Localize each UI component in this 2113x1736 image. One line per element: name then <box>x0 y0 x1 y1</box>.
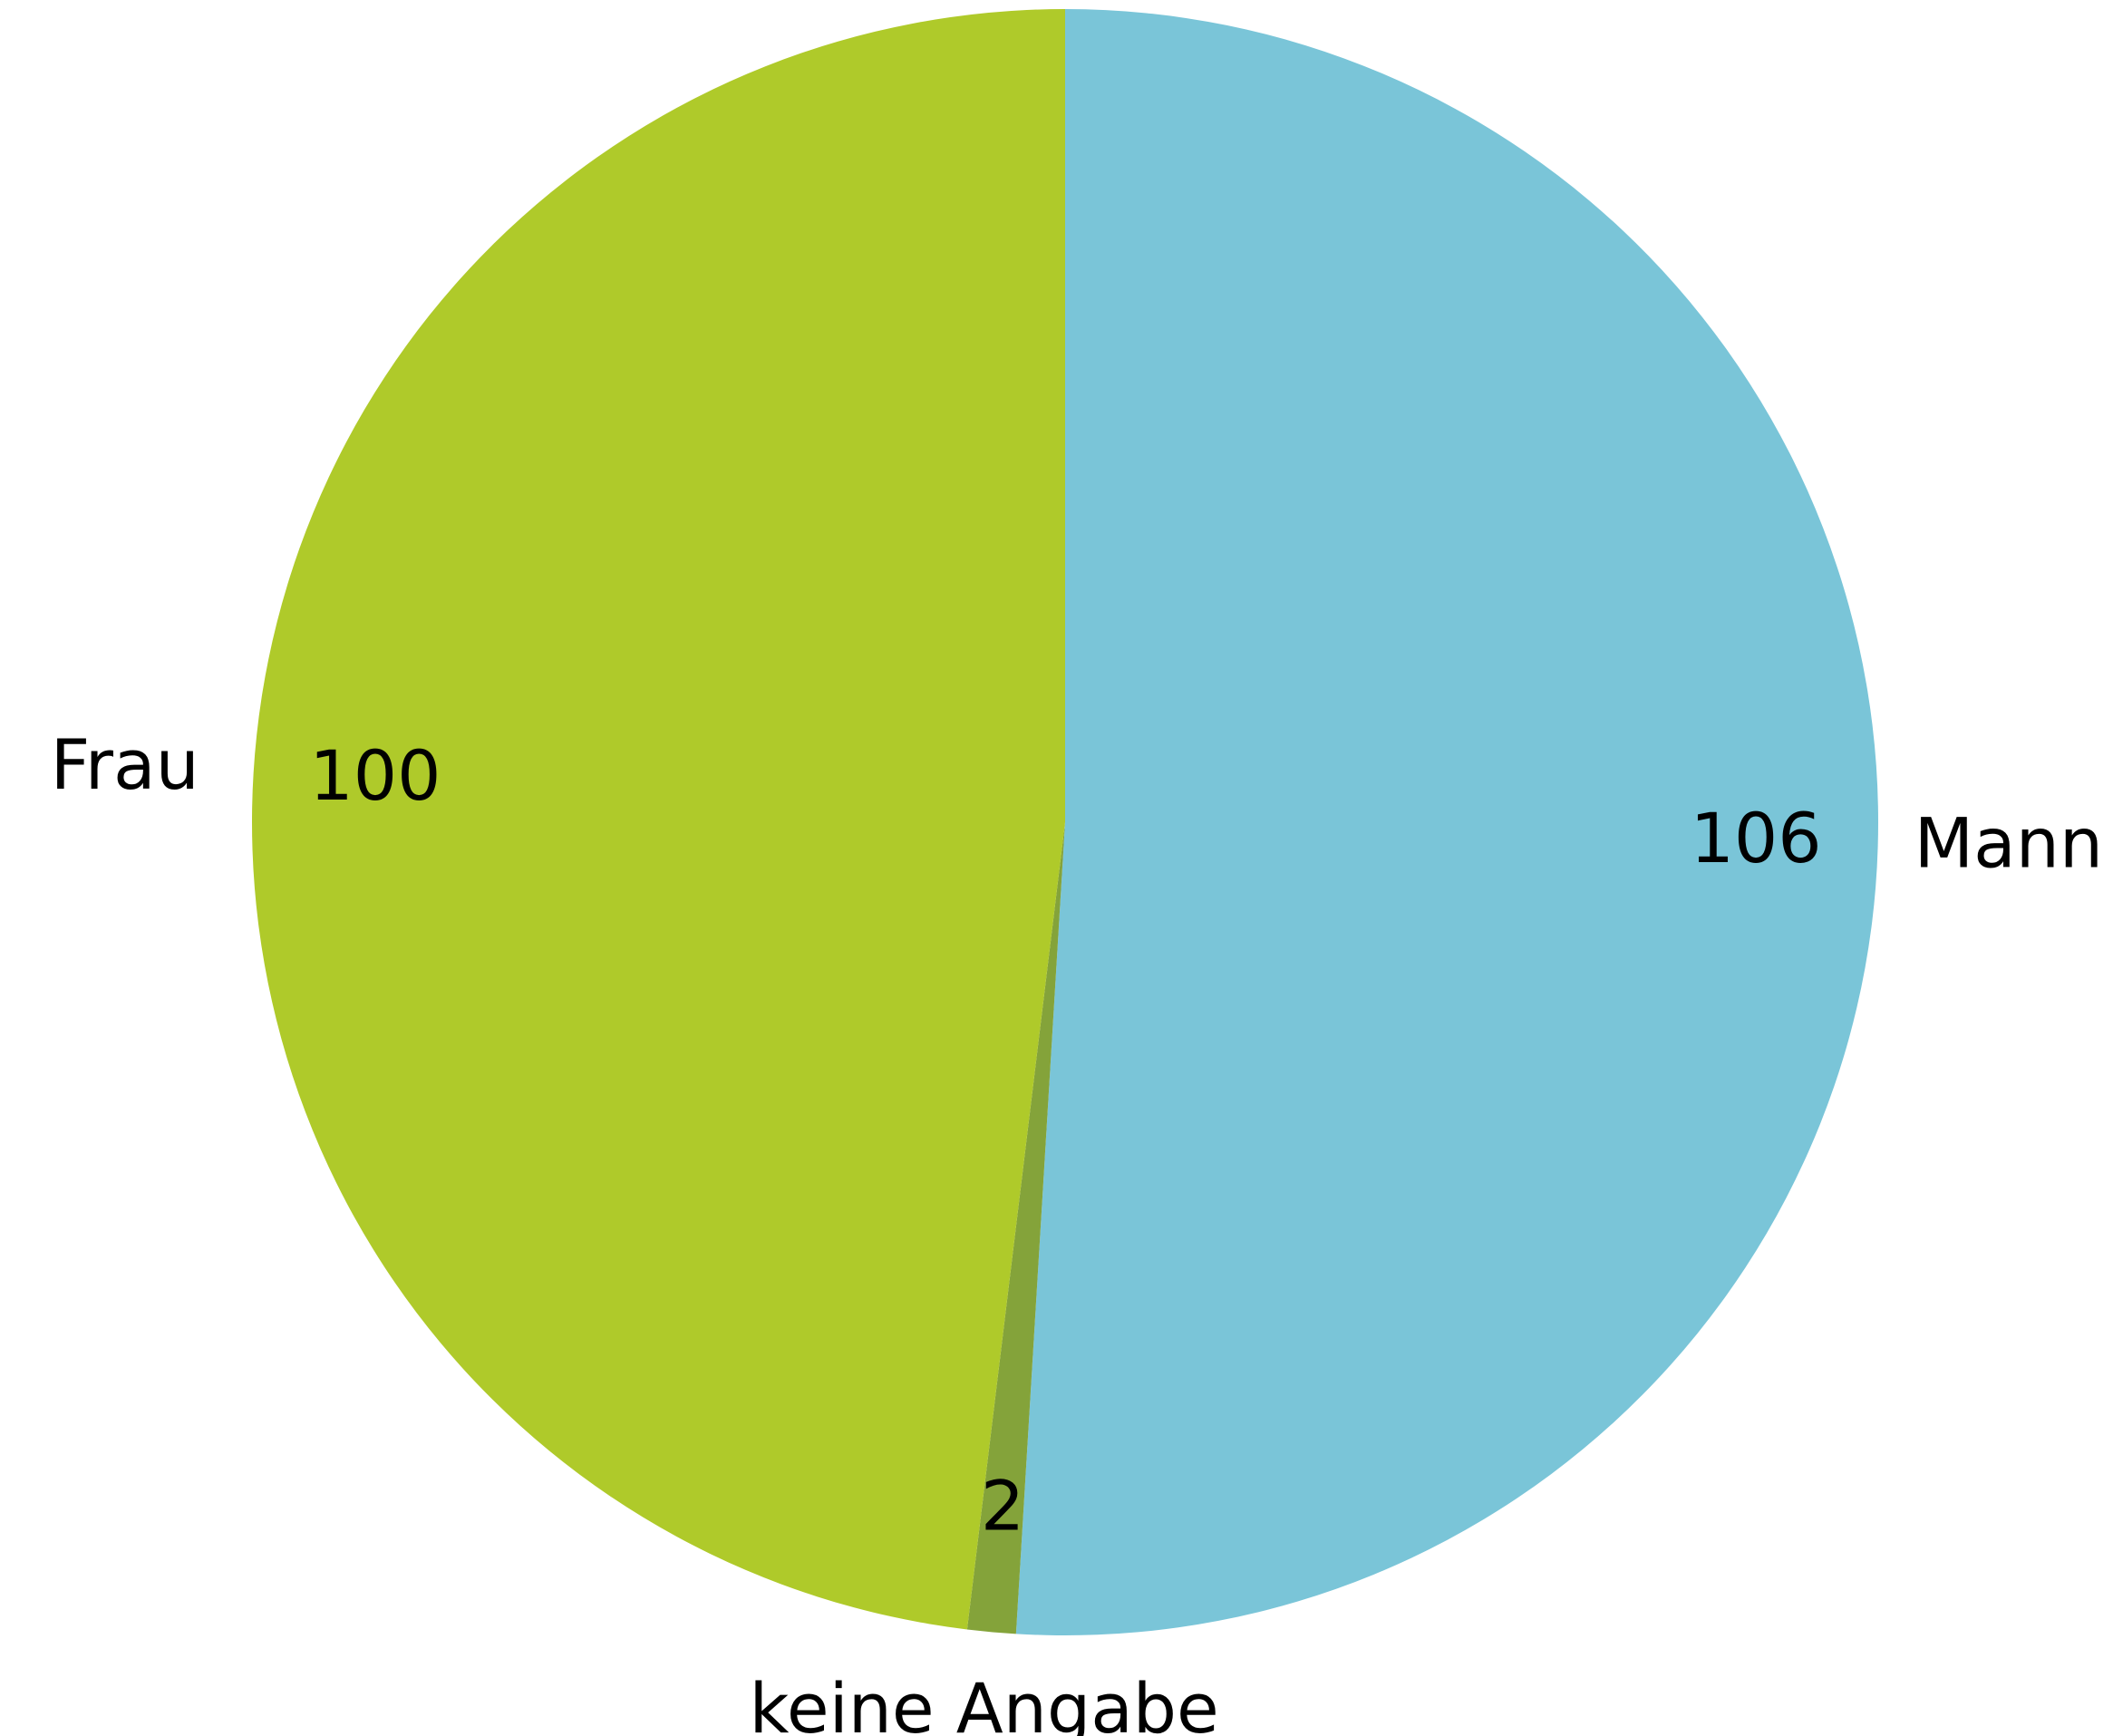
value-label: 106 <box>1691 798 1822 878</box>
pie-slice <box>1015 9 1878 1635</box>
category-label: keine Angabe <box>750 1668 1219 1736</box>
value-label: 2 <box>981 1465 1024 1546</box>
category-label: Mann <box>1914 802 2103 883</box>
pie-slice <box>251 9 1065 1630</box>
category-label: Frau <box>51 724 199 805</box>
value-label: 100 <box>309 735 441 816</box>
pie-slice <box>966 822 1065 1634</box>
